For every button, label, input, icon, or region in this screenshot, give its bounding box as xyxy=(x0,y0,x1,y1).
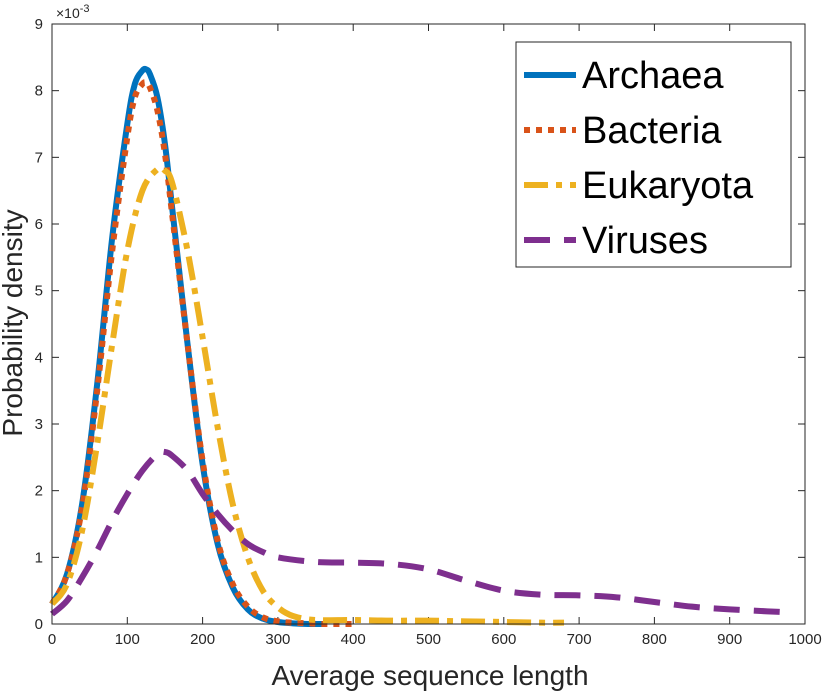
legend: Archaea Bacteria Eukaryota Viruses xyxy=(515,41,792,268)
y-tick-label: 7 xyxy=(35,149,43,166)
y-tick-label: 0 xyxy=(35,616,43,633)
tick-labels: 0 100 200 300 400 500 600 700 800 900 1000 0 1 2 3 4 5 6 7… xyxy=(35,16,822,648)
x-tick-label: 400 xyxy=(341,631,366,648)
series-line-viruses xyxy=(50,448,783,617)
series-line-eukaryota xyxy=(49,164,565,626)
x-tick-label: 500 xyxy=(416,631,441,648)
legend-label-archaea: Archaea xyxy=(582,55,724,97)
series-layer xyxy=(49,65,783,628)
y-tick-label: 2 xyxy=(35,483,43,500)
legend-box xyxy=(515,41,792,268)
y-tick-label: 1 xyxy=(35,549,43,566)
x-tick-label: 1000 xyxy=(788,631,821,648)
y-tick-label: 6 xyxy=(35,216,43,233)
axes-box xyxy=(51,23,806,625)
x-tick-label: 200 xyxy=(190,631,215,648)
y-tick-label: 3 xyxy=(35,416,43,433)
x-tick-label: 600 xyxy=(491,631,516,648)
axes-frame xyxy=(51,23,806,625)
x-tick-label: 700 xyxy=(567,631,592,648)
series-line-bacteria xyxy=(49,79,354,628)
legend-label-viruses: Viruses xyxy=(582,220,708,262)
y-tick-label: 5 xyxy=(35,283,43,300)
y-exponent-label: ×10-3 xyxy=(56,3,90,21)
y-tick-label: 9 xyxy=(35,16,43,33)
y-tick-label: 8 xyxy=(35,83,43,100)
x-tick-label: 0 xyxy=(48,631,56,648)
x-axis-label: Average sequence length xyxy=(271,660,588,691)
x-tick-label: 300 xyxy=(265,631,290,648)
legend-label-bacteria: Bacteria xyxy=(582,110,722,152)
legend-label-eukaryota: Eukaryota xyxy=(582,165,754,207)
x-tick-label: 800 xyxy=(642,631,667,648)
x-tick-label: 900 xyxy=(717,631,742,648)
x-tick-label: 100 xyxy=(115,631,140,648)
y-tick-label: 4 xyxy=(35,349,43,366)
y-axis-label: Probability density xyxy=(0,209,28,436)
